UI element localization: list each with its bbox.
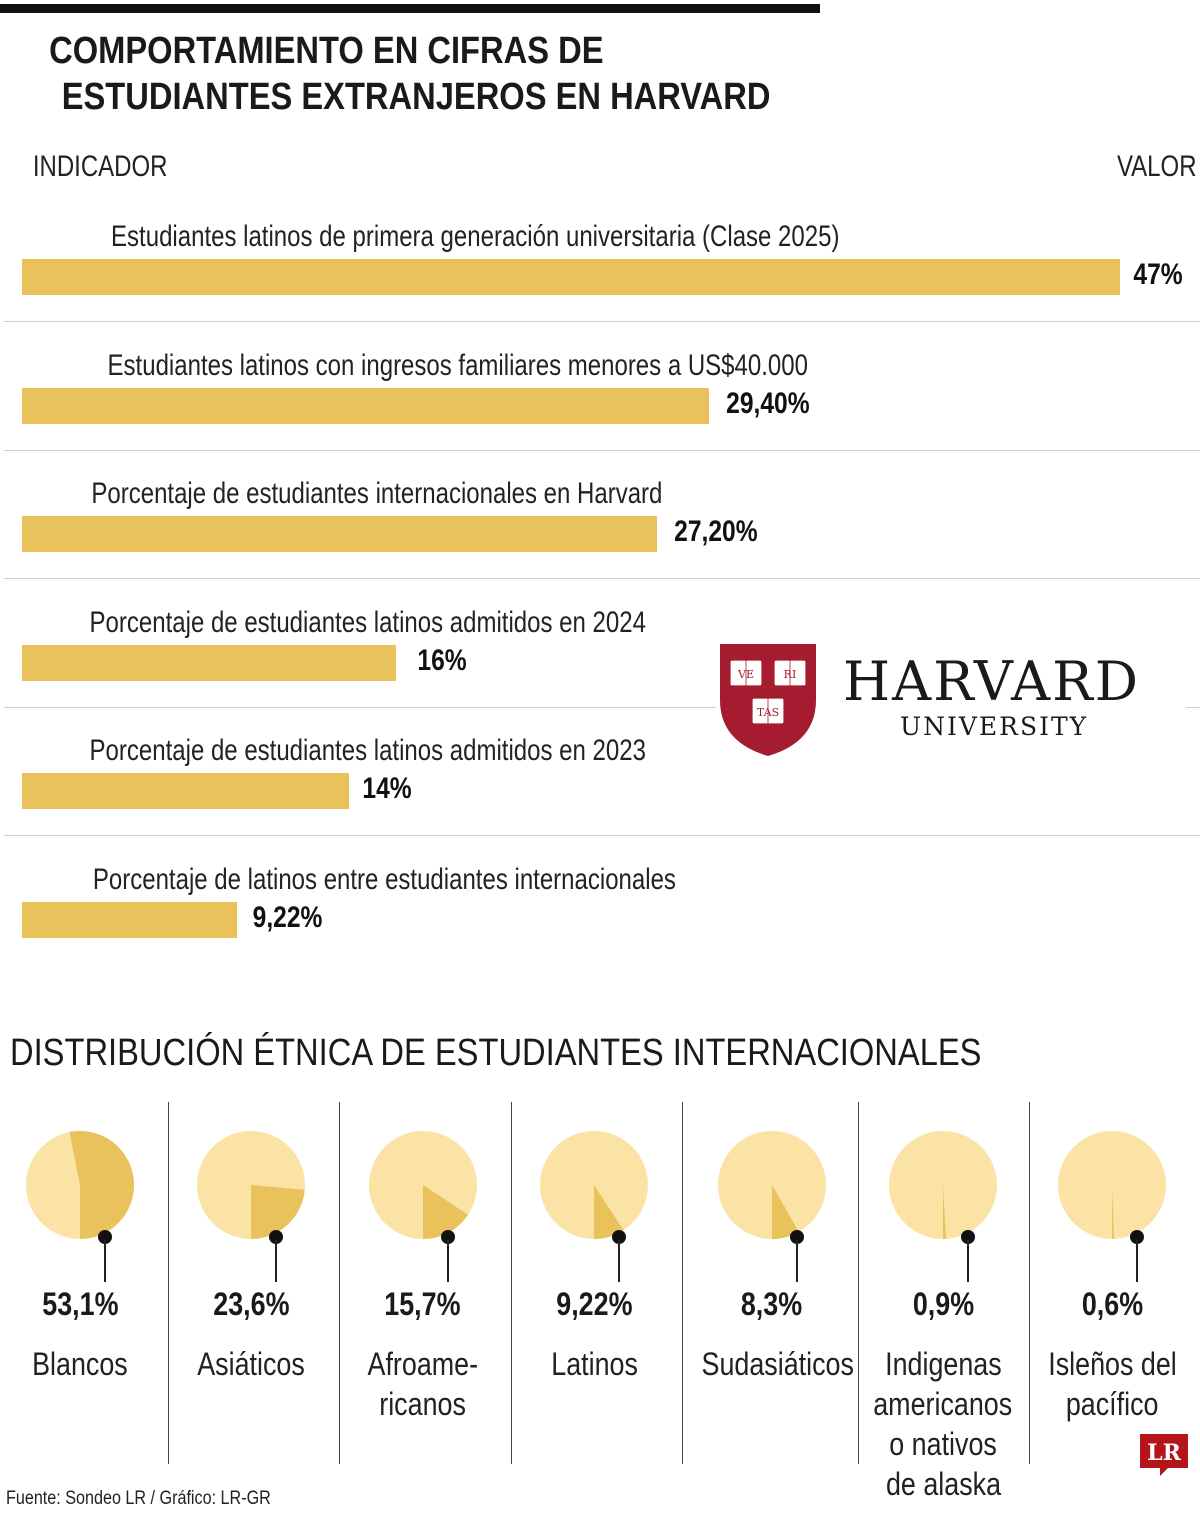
value-column-header: VALOR bbox=[1116, 150, 1197, 183]
column-separator bbox=[858, 1102, 859, 1464]
pie-pointer-line bbox=[104, 1240, 106, 1282]
column-separator bbox=[511, 1102, 512, 1464]
bar-label: Estudiantes latinos con ingresos familia… bbox=[107, 348, 808, 382]
bar bbox=[22, 901, 238, 938]
pie-chart bbox=[26, 1131, 135, 1239]
pie-category-label: Indigenas americanos o nativos de alaska bbox=[873, 1346, 1013, 1502]
pie-slice bbox=[422, 1185, 468, 1239]
column-separator bbox=[682, 1102, 683, 1464]
svg-text:VE: VE bbox=[737, 668, 754, 681]
pie-value-label: 8,3% bbox=[740, 1286, 803, 1322]
pie-category-label: Sudasiáticos bbox=[701, 1346, 854, 1382]
svg-text:LR: LR bbox=[1147, 1440, 1181, 1466]
bar-value-label: 14% bbox=[362, 772, 412, 805]
pie-slice bbox=[943, 1185, 947, 1239]
chart-title-line-2: ESTUDIANTES EXTRANJEROS EN HARVARD bbox=[61, 76, 771, 118]
pie-pointer-dot bbox=[961, 1230, 975, 1244]
row-separator bbox=[4, 835, 1200, 836]
bar-value-label: 47% bbox=[1133, 258, 1183, 291]
pie-value-label: 53,1% bbox=[41, 1286, 119, 1322]
bar bbox=[22, 387, 709, 424]
pie-category-label: Blancos bbox=[32, 1346, 128, 1382]
pie-value-label: 9,22% bbox=[556, 1286, 633, 1322]
pie-chart bbox=[889, 1131, 997, 1239]
pie-value-label: 23,6% bbox=[213, 1286, 290, 1322]
pie-slice bbox=[771, 1185, 799, 1239]
bar bbox=[22, 516, 658, 552]
pie-pointer-line bbox=[446, 1240, 449, 1282]
top-rule bbox=[0, 4, 820, 13]
pie-pointer-dot bbox=[440, 1230, 455, 1244]
bar-label: Porcentaje de latinos entre estudiantes … bbox=[92, 862, 676, 896]
bar bbox=[22, 644, 396, 681]
pie-pointer-dot bbox=[98, 1230, 112, 1244]
pie-pointer-dot bbox=[269, 1230, 284, 1244]
pie-chart bbox=[1058, 1131, 1167, 1239]
pie-value-label: 0,6% bbox=[1081, 1286, 1144, 1322]
svg-text:RI: RI bbox=[784, 668, 797, 681]
bar-value-label: 9,22% bbox=[253, 900, 323, 934]
bar-label: Porcentaje de estudiantes latinos admiti… bbox=[89, 734, 646, 767]
row-separator bbox=[4, 449, 1200, 451]
pie-value-label: 0,9% bbox=[912, 1286, 974, 1322]
svg-text:UNIVERSITY: UNIVERSITY bbox=[900, 712, 1088, 741]
pie-pointer-dot bbox=[612, 1230, 627, 1244]
pie-value-label: 15,7% bbox=[384, 1286, 461, 1322]
bar bbox=[22, 259, 1120, 295]
pie-slice bbox=[251, 1185, 306, 1239]
bar-value-label: 16% bbox=[417, 643, 467, 677]
lr-logo-icon: LR bbox=[1138, 1432, 1190, 1478]
pie-category-label: Afroame-ricanos bbox=[367, 1346, 479, 1422]
bar-label: Porcentaje de estudiantes latinos admiti… bbox=[89, 605, 646, 639]
pie-chart bbox=[197, 1131, 306, 1239]
pie-pointer-line bbox=[967, 1240, 969, 1282]
pie-pointer-line bbox=[618, 1240, 621, 1282]
svg-text:TAS: TAS bbox=[757, 706, 779, 719]
column-separator bbox=[168, 1102, 169, 1464]
column-separator bbox=[1029, 1102, 1030, 1464]
row-separator bbox=[4, 578, 1200, 579]
indicator-column-header: INDICADOR bbox=[32, 150, 168, 183]
pie-category-label: Latinos bbox=[550, 1346, 638, 1382]
bar-label: Estudiantes latinos de primera generació… bbox=[111, 220, 840, 253]
pie-pointer-dot bbox=[789, 1230, 804, 1244]
pie-category-label: Isleños del pacífico bbox=[1048, 1346, 1177, 1422]
pie-chart bbox=[368, 1131, 477, 1239]
pie-slice bbox=[1112, 1185, 1115, 1239]
row-separator bbox=[4, 321, 1200, 322]
bar-value-label: 29,40% bbox=[725, 386, 810, 420]
pie-pointer-line bbox=[795, 1240, 798, 1282]
pie-slice bbox=[69, 1131, 135, 1239]
pie-section-title: DISTRIBUCIÓN ÉTNICA DE ESTUDIANTES INTER… bbox=[10, 1032, 982, 1074]
pie-pointer-dot bbox=[1130, 1230, 1145, 1244]
source-note: Fuente: Sondeo LR / Gráfico: LR-GR bbox=[6, 1488, 271, 1509]
pie-chart bbox=[540, 1131, 649, 1239]
pie-pointer-line bbox=[275, 1240, 278, 1282]
harvard-shield-icon: VE RI TAS HARVARD UNIVERSITY bbox=[720, 644, 1140, 756]
bar bbox=[22, 773, 350, 809]
bar-value-label: 27,20% bbox=[674, 515, 759, 548]
svg-text:HARVARD: HARVARD bbox=[843, 650, 1140, 713]
bar-label: Porcentaje de estudiantes internacionale… bbox=[91, 477, 663, 510]
pie-category-label: Asiáticos bbox=[197, 1346, 306, 1382]
pie-chart bbox=[717, 1131, 826, 1239]
chart-title-line-1: COMPORTAMIENTO EN CIFRAS DE bbox=[49, 30, 604, 72]
pie-pointer-line bbox=[1136, 1240, 1139, 1282]
pie-slice bbox=[594, 1185, 624, 1239]
column-separator bbox=[339, 1102, 340, 1464]
row-separator bbox=[4, 706, 1200, 708]
harvard-logo: VE RI TAS HARVARD UNIVERSITY bbox=[716, 638, 1186, 762]
